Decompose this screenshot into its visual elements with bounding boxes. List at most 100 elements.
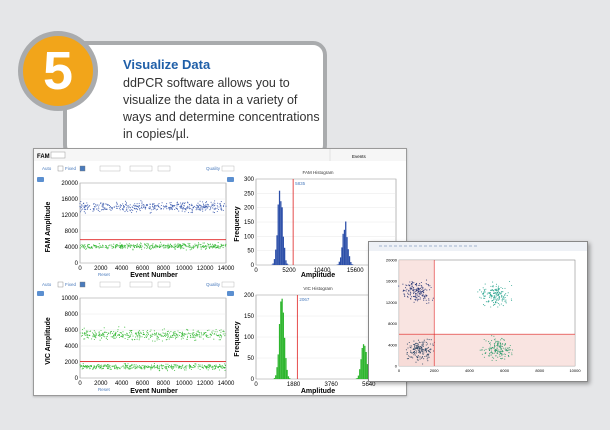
reset-button-fam[interactable]: Reset [98,272,111,277]
droplet-point [205,203,207,205]
droplet-point [206,336,208,338]
droplet-point [207,369,209,371]
droplet-point [185,333,187,335]
droplet-point [187,242,189,244]
droplet-point [103,364,105,366]
droplet-point [402,290,404,292]
quality-input[interactable] [221,165,235,172]
droplet-point [196,206,198,208]
zoom-icon[interactable] [227,177,234,182]
droplet-point [492,281,494,283]
droplet-point [193,364,195,367]
droplet-point [501,299,503,301]
droplet-point [424,348,426,350]
droplet-point [102,207,104,209]
droplet-point [118,326,120,328]
droplet-point [104,246,106,249]
droplet-point [174,369,176,372]
droplet-point [170,246,172,248]
droplet-point [495,359,497,362]
zoom-icon[interactable] [227,291,234,296]
fixed-label-2: Fixed [65,282,77,287]
droplet-point [79,364,81,366]
droplet-point [123,245,125,248]
droplet-point [503,297,505,299]
droplet-point [180,248,182,250]
droplet-point [128,335,130,337]
droplet-point [171,207,173,210]
droplet-point [170,331,172,333]
y-max-input[interactable] [129,165,153,172]
droplet-point [113,335,115,337]
droplet-point [84,212,86,214]
droplet-point [202,208,204,210]
droplet-point [88,205,90,207]
droplet-point [205,205,207,207]
droplet-point [165,247,167,249]
fixed-checkbox[interactable] [79,165,86,172]
droplet-point [495,302,497,304]
y-max-input-2[interactable] [129,281,153,288]
droplet-point [145,243,147,246]
fixed-checkbox-2[interactable] [79,281,86,288]
droplet-point [408,355,410,357]
droplet-point [178,243,180,245]
droplet-point [421,285,423,287]
quality-input-2[interactable] [221,281,235,288]
y-min-input[interactable] [99,165,121,172]
droplet-point [421,291,424,293]
droplet-point [140,207,142,209]
droplet-point [188,244,190,246]
droplet-point [98,206,100,208]
droplet-point [117,333,119,335]
droplet-point [128,243,130,245]
droplet-point [412,348,414,350]
droplet-point [220,365,222,367]
droplet-point [205,206,207,208]
zoom-icon[interactable] [37,291,44,296]
droplet-point [186,201,189,203]
droplet-point [106,208,108,210]
droplet-point [484,305,486,307]
y-min-input-2[interactable] [99,281,121,288]
droplet-point [129,244,131,246]
droplet-point [106,338,108,341]
droplet-point [163,334,165,336]
droplet-point [499,293,501,295]
droplet-point [163,244,165,246]
droplet-point [139,365,141,368]
auto-checkbox[interactable] [57,165,64,172]
x-max-input-2[interactable] [157,281,171,288]
droplet-point [412,290,415,292]
droplet-point [150,368,152,370]
droplet-point [415,289,417,291]
droplet-point [491,347,493,349]
droplet-point [188,364,191,366]
droplet-point [145,335,147,337]
x-max-input[interactable] [157,165,171,172]
reset-button-vic[interactable]: Reset [98,387,111,392]
droplet-point [219,339,221,341]
droplet-point [412,288,414,290]
droplet-point [138,339,140,341]
droplet-point [170,204,172,206]
droplet-point [121,245,123,247]
droplet-point [510,298,512,300]
droplet-point [103,334,105,336]
droplet-point [110,331,113,333]
droplet-point [491,356,493,358]
zoom-icon[interactable] [37,177,44,182]
droplet-point [421,345,423,347]
droplet-point [160,243,162,245]
droplet-point [207,207,209,209]
droplet-point [129,210,131,212]
droplet-point [192,335,194,337]
droplet-point [416,293,418,295]
channel-select[interactable] [50,151,66,159]
droplet-point [136,245,138,247]
droplet-point [420,292,422,294]
droplet-point [149,203,151,205]
droplet-point [165,244,167,246]
droplet-point [184,366,186,368]
auto-checkbox-2[interactable] [57,281,64,288]
